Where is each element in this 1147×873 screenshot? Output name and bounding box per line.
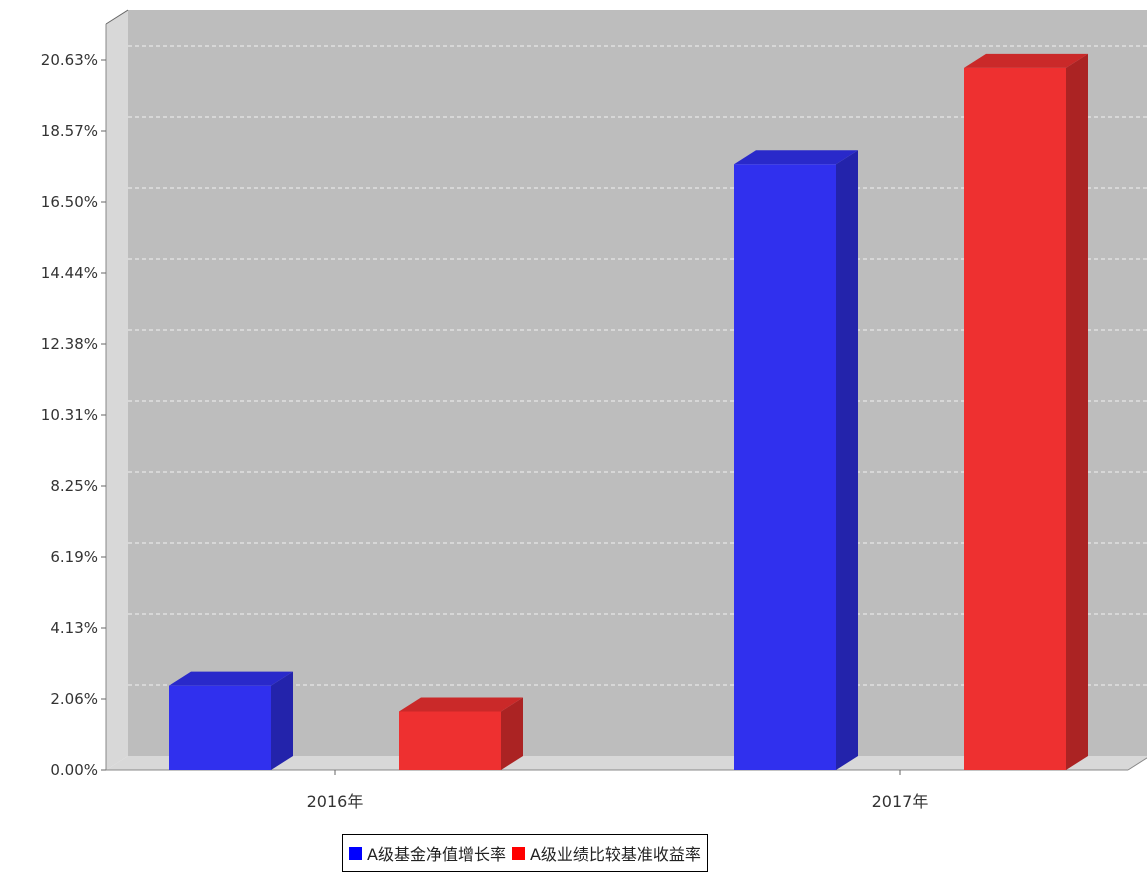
y-tick-label: 14.44% [41, 264, 98, 282]
bar-front [399, 711, 501, 770]
gridlines [128, 45, 1147, 686]
bar-top [964, 53, 1088, 68]
y-tick-label: 6.19% [50, 548, 98, 566]
legend-swatch-series-1 [349, 846, 362, 860]
bar-top [169, 671, 293, 686]
bar-1-2 [734, 150, 858, 771]
y-axis-ticks: 0.00% 2.06% 4.13% 6.19% 8.25% 10.31% 12.38% 14.… [41, 51, 106, 779]
legend-item-series-1: A级基金净值增长率 [349, 841, 506, 865]
x-tick-label: 2016年 [307, 792, 364, 811]
legend-swatch-series-2 [511, 846, 525, 860]
y-tick-label: 4.13% [50, 619, 98, 637]
y-tick-label: 8.25% [50, 477, 98, 495]
y-tick-label: 10.31% [41, 406, 98, 424]
legend-item-series-2: A级业绩比较基准收益率 [511, 841, 701, 865]
bar-side [836, 150, 858, 771]
bars [169, 53, 1088, 771]
bar-top [399, 697, 523, 712]
y-tick-label: 20.63% [41, 51, 98, 69]
bar-side [271, 671, 293, 770]
y-tick-label: 16.50% [41, 193, 98, 211]
legend-label-series-2: A级业绩比较基准收益率 [529, 845, 701, 864]
bar-side [1066, 53, 1088, 771]
floor-edge [1127, 757, 1147, 771]
bar-2-2 [964, 53, 1088, 771]
y-tick-label: 0.00% [50, 761, 98, 779]
side-wall [106, 10, 128, 770]
bar-chart: 0.00% 2.06% 4.13% 6.19% 8.25% 10.31% 12.38% 14.… [41, 9, 1147, 811]
x-axis-labels: 2016年 2017年 [307, 770, 929, 811]
bar-front [734, 164, 836, 771]
bar-side [501, 697, 523, 770]
axes [105, 9, 1147, 771]
legend: A级基金净值增长率 A级业绩比较基准收益率 [342, 834, 708, 872]
legend-label-series-1: A级基金净值增长率 [367, 845, 506, 864]
bar-front [169, 685, 271, 770]
bar-2-1 [399, 697, 523, 770]
bar-front [964, 67, 1066, 771]
bar-1-1 [169, 671, 293, 770]
x-tick-label: 2017年 [872, 792, 929, 811]
y-tick-label: 2.06% [50, 690, 98, 708]
y-tick-label: 12.38% [41, 335, 98, 353]
y-tick-label: 18.57% [41, 122, 98, 140]
floor [106, 756, 1147, 770]
bar-top [734, 150, 858, 165]
wall-edge [105, 9, 129, 25]
